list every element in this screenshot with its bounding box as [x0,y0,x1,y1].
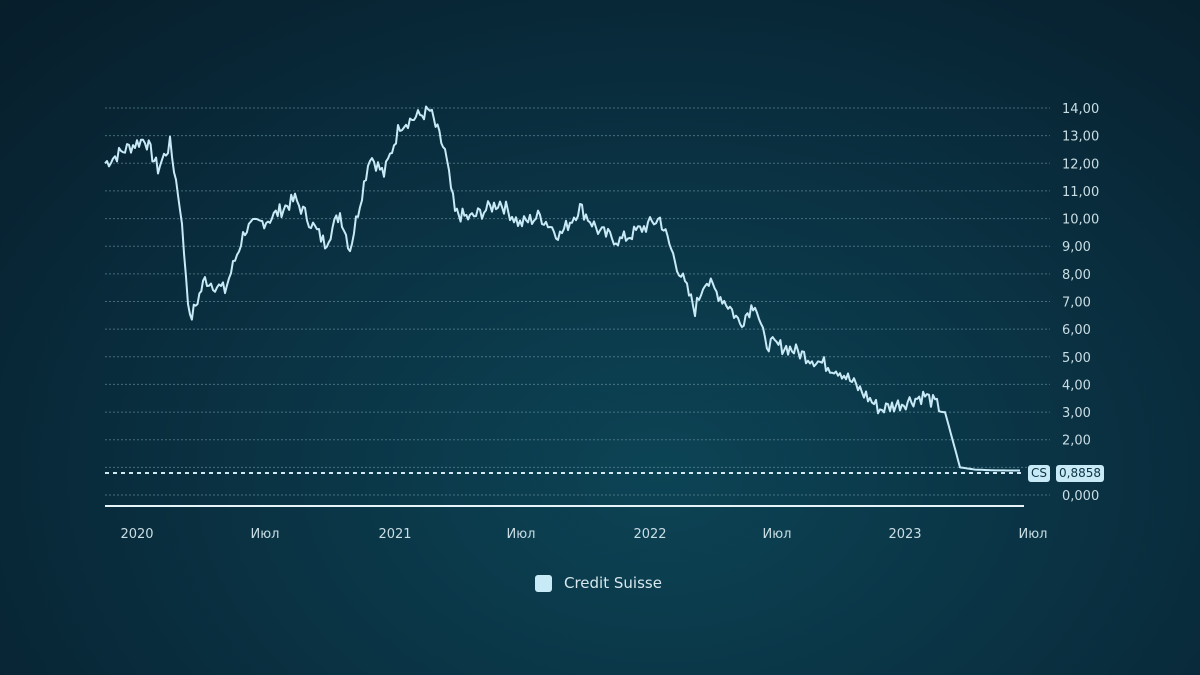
x-tick-label: 2021 [378,527,411,542]
x-tick-label: 2022 [633,527,666,542]
y-tick-label: 7,00 [1062,296,1091,311]
y-tick-label: 8,00 [1062,268,1091,283]
y-tick-label: 10,00 [1062,213,1099,228]
x-tick-label: 2023 [888,527,921,542]
x-axis-ticks: 2020 Июл 2021 Июл 2022 Июл 2023 Июл [120,527,1047,542]
x-tick-label: Июл [1019,527,1048,542]
y-tick-label: 6,00 [1062,323,1091,338]
legend-label: Credit Suisse [564,574,662,592]
y-tick-label: 13,00 [1062,130,1099,145]
y-axis-ticks: 14,00 13,00 12,00 11,00 10,00 9,00 8,00 7,00 6,0… [1062,102,1099,504]
y-tick-label: 14,00 [1062,102,1099,117]
y-tick-label: 11,00 [1062,185,1099,200]
gridlines [105,107,1050,496]
y-tick-label: 9,00 [1062,240,1091,255]
x-tick-label: Июл [251,527,280,542]
x-tick-label: Июл [763,527,792,542]
y-tick-label: 5,00 [1062,351,1091,366]
legend: Credit Suisse [535,574,662,592]
last-price-badge: 0,8858 [1056,465,1104,482]
y-tick-label: 2,00 [1062,434,1091,449]
y-tick-label: 3,00 [1062,406,1091,421]
y-tick-label: 12,00 [1062,157,1099,172]
y-tick-label: 4,00 [1062,378,1091,393]
ticker-badge: CS [1028,465,1050,482]
legend-swatch-credit-suisse[interactable] [535,574,552,592]
x-tick-label: Июл [507,527,536,542]
y-tick-label: 0,000 [1062,489,1099,504]
credit-suisse-price-line [104,105,1020,472]
x-tick-label: 2020 [120,527,153,542]
